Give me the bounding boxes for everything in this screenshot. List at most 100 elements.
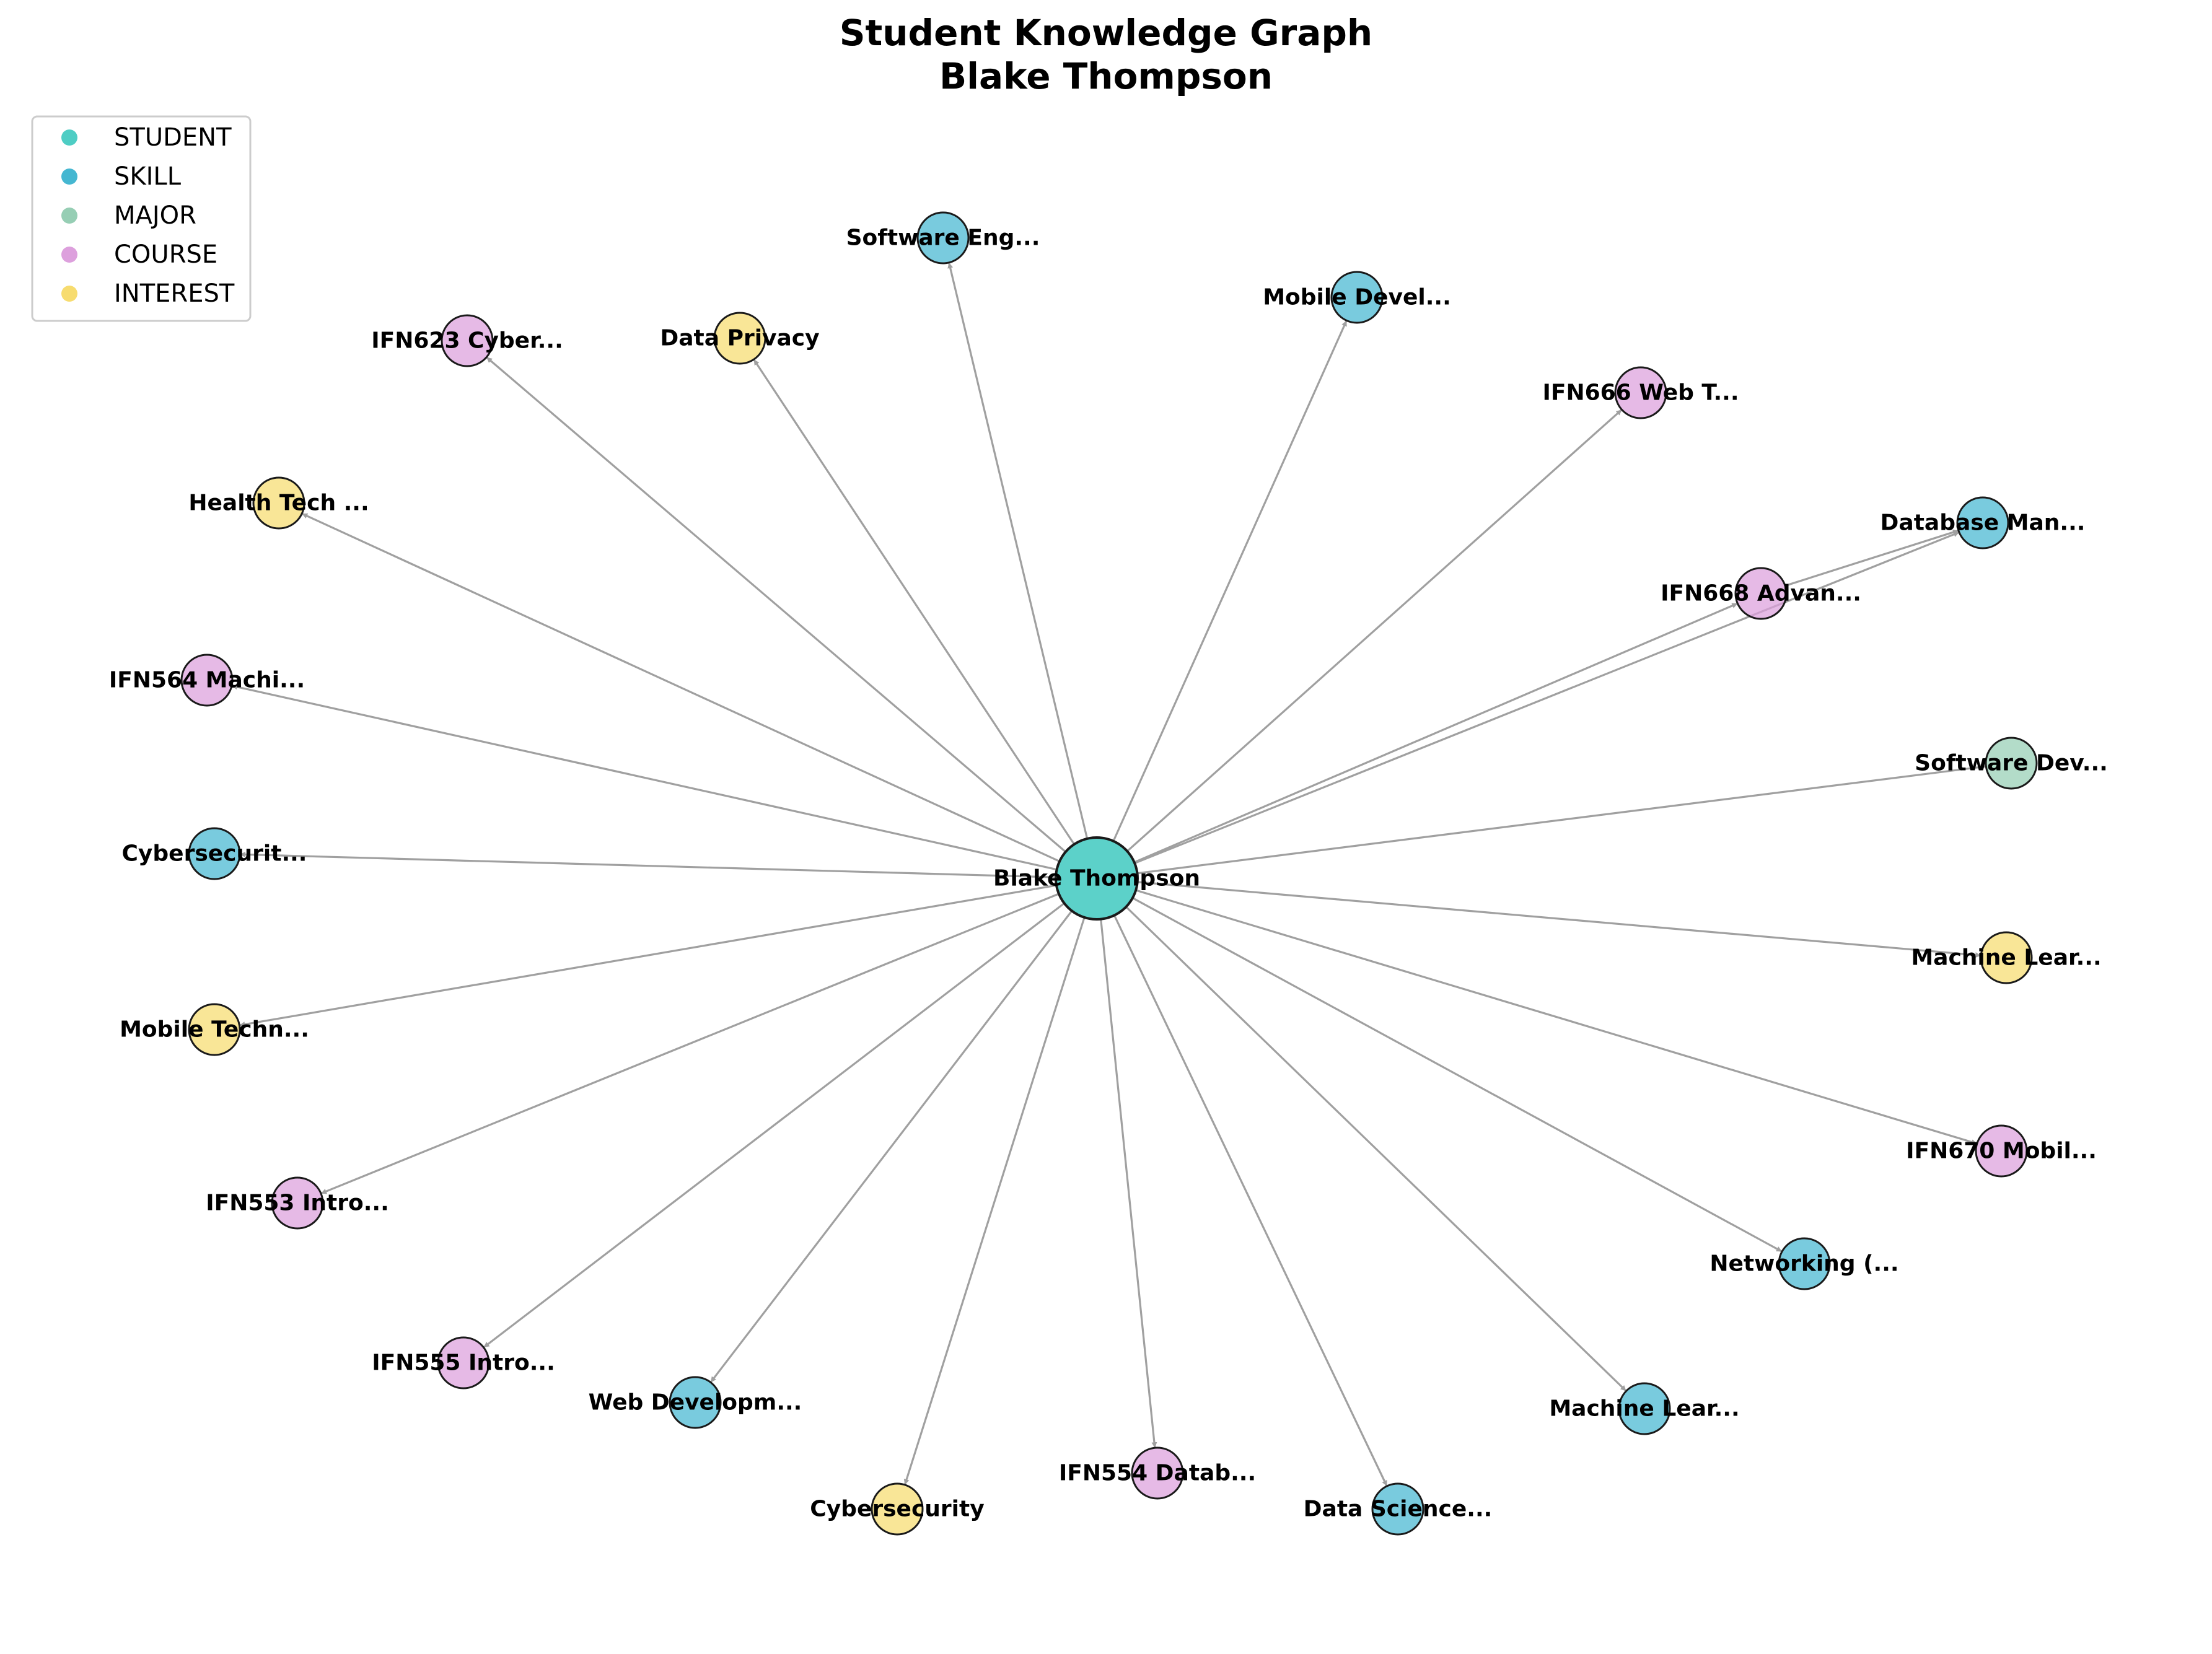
edge-blake-ifn555 (483, 902, 1065, 1349)
node-label: Web Developm... (589, 1390, 802, 1416)
legend-item-skill: SKILL (61, 162, 182, 191)
node-ifn564[interactable]: IFN564 Machi... (109, 654, 305, 707)
edge-blake-ifn670 (1135, 889, 1978, 1145)
edge-blake-ifn553 (320, 893, 1060, 1195)
legend: STUDENT SKILL MAJOR COURSE INTEREST (31, 115, 252, 322)
legend-label: COURSE (114, 240, 217, 269)
node-label: IFN554 Datab... (1059, 1461, 1256, 1486)
edge-blake-software-dev (1137, 764, 1986, 875)
node-label: IFN555 Intro... (372, 1350, 555, 1376)
graph-title: Student Knowledge Graph Blake Thompson (0, 11, 2212, 98)
node-circle-student[interactable] (1055, 836, 1139, 921)
node-circle-skill[interactable] (1956, 496, 2009, 549)
node-blake[interactable]: Blake Thompson (993, 836, 1200, 921)
node-ifn553[interactable]: IFN553 Intro... (206, 1176, 389, 1230)
node-circle-skill[interactable] (1371, 1482, 1424, 1536)
node-mobile-techn[interactable]: Mobile Techn... (120, 1003, 309, 1056)
node-circle-interest[interactable] (871, 1482, 924, 1536)
nodes-layer: Software Eng... Mobile Devel... IFN666 Web… (109, 211, 2108, 1536)
node-software-dev[interactable]: Software Dev... (1915, 737, 2108, 790)
node-machine-lear-skill[interactable]: Machine Lear... (1549, 1382, 1740, 1435)
node-circle-skill[interactable] (188, 827, 241, 880)
node-ifn666[interactable]: IFN666 Web T... (1542, 366, 1739, 419)
edge-blake-machine-lear-interest (1137, 881, 1982, 958)
node-cybersecurity-interest[interactable]: Cybersecurity (810, 1482, 985, 1536)
edge-blake-ifn564 (231, 684, 1057, 871)
node-label: Data Science... (1304, 1497, 1493, 1522)
node-circle-course[interactable] (1975, 1124, 2028, 1178)
node-label: Machine Lear... (1911, 945, 2101, 971)
legend-marker-icon (61, 208, 77, 224)
node-label: Cybersecurity (810, 1497, 984, 1522)
node-label: IFN670 Mobil... (1906, 1139, 2097, 1164)
node-software-eng[interactable]: Software Eng... (846, 211, 1040, 265)
node-label: IFN623 Cyber... (371, 328, 563, 354)
legend-label: SKILL (114, 162, 182, 191)
edges-layer (231, 262, 1986, 1487)
legend-label: INTEREST (114, 279, 235, 308)
node-label: IFN666 Web T... (1542, 380, 1739, 406)
node-label: Software Eng... (846, 225, 1040, 251)
node-circle-course[interactable] (271, 1176, 324, 1230)
node-ifn668[interactable]: IFN668 Advan... (1661, 567, 1861, 620)
node-label: Machine Lear... (1549, 1396, 1739, 1422)
node-ifn554[interactable]: IFN554 Datab... (1059, 1446, 1256, 1500)
node-circle-course[interactable] (1131, 1446, 1184, 1500)
edge-blake-data-science (1113, 914, 1388, 1487)
node-circle-interest[interactable] (713, 312, 766, 365)
node-networking[interactable]: Networking (... (1709, 1237, 1899, 1290)
node-ifn670[interactable]: IFN670 Mobil... (1906, 1124, 2097, 1178)
edge-blake-ifn623 (486, 356, 1066, 853)
edge-blake-mobile-devel (1112, 320, 1348, 842)
node-circle-course[interactable] (1614, 366, 1667, 419)
edge-blake-mobile-techn (239, 884, 1057, 1027)
legend-box (31, 115, 252, 322)
legend-label: STUDENT (114, 123, 232, 152)
edge-blake-cybersecurity-interest (903, 917, 1086, 1486)
node-label: IFN553 Intro... (206, 1191, 389, 1216)
node-data-science[interactable]: Data Science... (1304, 1482, 1493, 1536)
node-label: Health Tech ... (188, 491, 369, 516)
legend-label: MAJOR (114, 201, 196, 230)
node-machine-lear-interest[interactable]: Machine Lear... (1911, 931, 2102, 984)
edge-blake-health-tech (301, 512, 1060, 862)
node-circle-course[interactable] (1734, 567, 1788, 620)
edge-blake-database-man (1134, 531, 1960, 864)
node-mobile-devel[interactable]: Mobile Devel... (1263, 271, 1451, 324)
node-circle-major[interactable] (1985, 737, 2038, 790)
legend-item-student: STUDENT (61, 123, 232, 152)
legend-item-interest: INTEREST (61, 279, 235, 308)
node-circle-skill[interactable] (916, 211, 970, 265)
node-label: IFN564 Machi... (109, 668, 305, 693)
legend-marker-icon (61, 247, 77, 263)
edge-ifn668-database-man (1784, 529, 1959, 587)
node-circle-interest[interactable] (188, 1003, 241, 1056)
node-label: Database Man... (1881, 510, 2086, 536)
node-ifn623[interactable]: IFN623 Cyber... (371, 314, 563, 367)
node-web-developm[interactable]: Web Developm... (589, 1376, 802, 1429)
node-ifn555[interactable]: IFN555 Intro... (372, 1336, 555, 1389)
legend-marker-icon (61, 129, 77, 146)
node-database-man[interactable]: Database Man... (1881, 496, 2086, 549)
node-health-tech[interactable]: Health Tech ... (188, 476, 369, 530)
node-circle-skill[interactable] (1618, 1382, 1671, 1435)
node-cybersecurit-skill[interactable]: Cybersecurit... (122, 827, 307, 880)
node-circle-interest[interactable] (252, 476, 305, 530)
node-circle-interest[interactable] (1980, 931, 2033, 984)
node-circle-skill[interactable] (1330, 271, 1384, 324)
node-label: Mobile Devel... (1263, 285, 1451, 310)
edge-blake-software-eng (947, 262, 1089, 839)
node-circle-skill[interactable] (1778, 1237, 1831, 1290)
graph-title-line2: Blake Thompson (939, 55, 1273, 97)
legend-marker-icon (61, 286, 77, 302)
edge-blake-cybersecurit-skill (239, 851, 1056, 878)
node-circle-course[interactable] (437, 1336, 490, 1389)
node-label: IFN668 Advan... (1661, 581, 1861, 606)
graph-title-line1: Student Knowledge Graph (839, 12, 1373, 54)
node-circle-course[interactable] (441, 314, 494, 367)
node-data-privacy[interactable]: Data Privacy (660, 312, 820, 365)
node-circle-skill[interactable] (669, 1376, 722, 1429)
node-circle-course[interactable] (180, 654, 234, 707)
node-label: Mobile Techn... (120, 1017, 309, 1043)
